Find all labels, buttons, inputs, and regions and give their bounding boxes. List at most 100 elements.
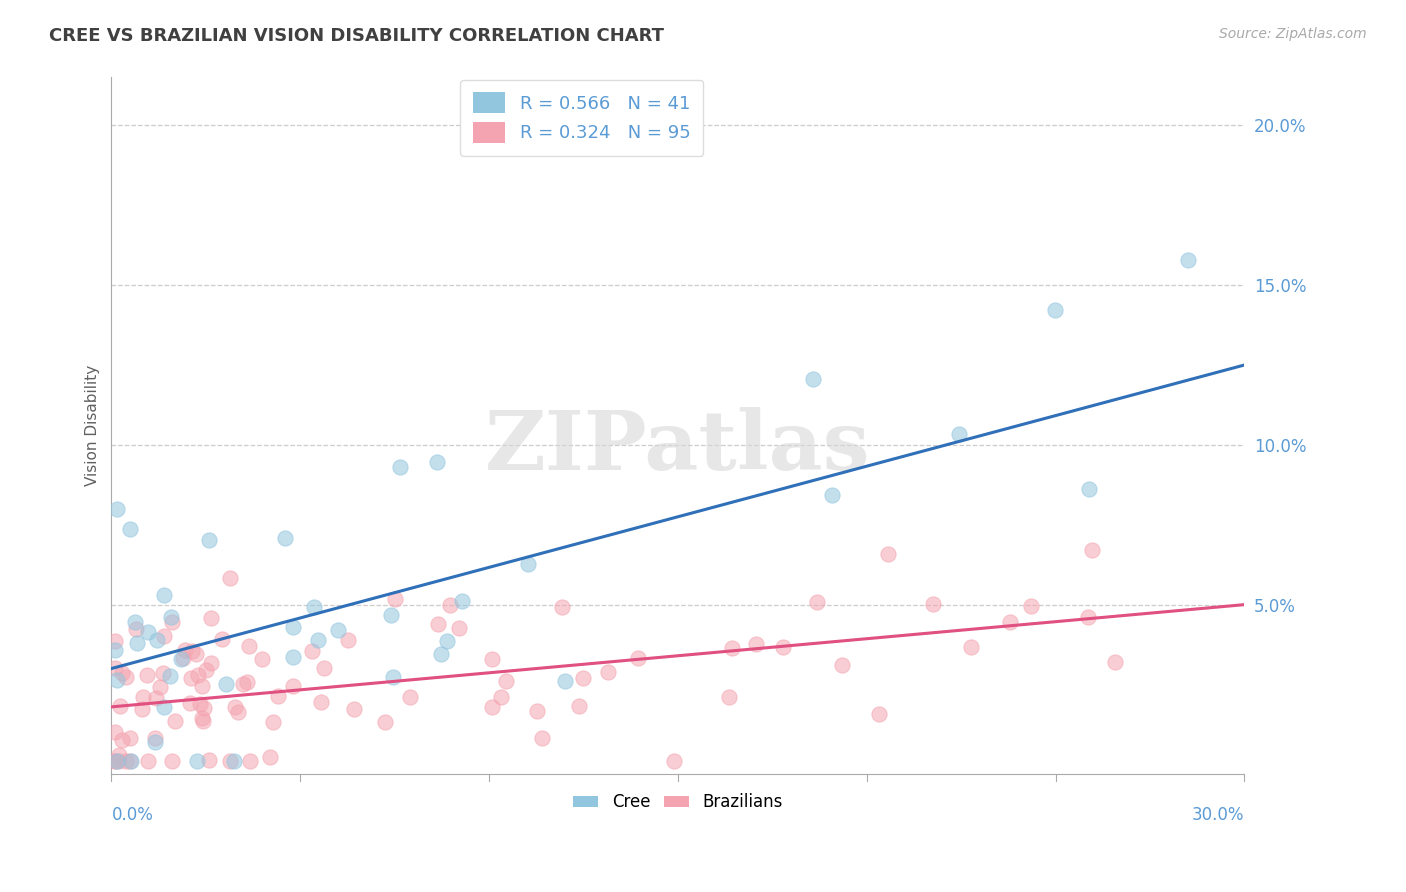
Point xyxy=(384,592,406,607)
Point xyxy=(114,754,136,768)
Point xyxy=(104,661,127,675)
Point xyxy=(267,689,290,703)
Point xyxy=(481,652,503,666)
Point xyxy=(281,649,304,664)
Point xyxy=(180,672,202,686)
Point xyxy=(451,593,474,607)
Point xyxy=(104,754,127,768)
Point xyxy=(107,754,129,768)
Point xyxy=(187,668,209,682)
Point xyxy=(218,754,240,768)
Point xyxy=(152,665,174,680)
Point xyxy=(721,641,744,656)
Point xyxy=(118,522,141,536)
Point xyxy=(195,663,218,677)
Point xyxy=(136,754,159,768)
Point xyxy=(427,616,450,631)
Point xyxy=(281,620,304,634)
Point xyxy=(489,690,512,704)
Text: 0.0%: 0.0% xyxy=(111,806,153,824)
Point xyxy=(115,670,138,684)
Text: 30.0%: 30.0% xyxy=(1192,806,1244,824)
Point xyxy=(153,629,176,643)
Point xyxy=(1019,599,1042,613)
Point xyxy=(108,747,131,762)
Point xyxy=(131,702,153,716)
Point xyxy=(343,702,366,716)
Point xyxy=(554,674,576,689)
Point xyxy=(664,754,686,768)
Point xyxy=(262,715,284,730)
Point xyxy=(143,734,166,748)
Point xyxy=(312,661,335,675)
Point xyxy=(145,690,167,705)
Point xyxy=(745,637,768,651)
Point xyxy=(165,714,187,729)
Point xyxy=(191,714,214,728)
Point xyxy=(143,731,166,745)
Point xyxy=(307,633,329,648)
Point xyxy=(149,680,172,694)
Point xyxy=(806,595,828,609)
Point xyxy=(120,754,142,768)
Point xyxy=(198,753,221,767)
Point xyxy=(1104,655,1126,669)
Point xyxy=(301,644,323,658)
Point xyxy=(481,699,503,714)
Point xyxy=(439,599,461,613)
Point xyxy=(922,597,945,611)
Point xyxy=(193,700,215,714)
Point xyxy=(526,704,548,718)
Point xyxy=(118,731,141,745)
Point xyxy=(135,668,157,682)
Text: CREE VS BRAZILIAN VISION DISABILITY CORRELATION CHART: CREE VS BRAZILIAN VISION DISABILITY CORR… xyxy=(49,27,664,45)
Point xyxy=(1078,483,1101,497)
Point xyxy=(232,676,254,690)
Point xyxy=(551,600,574,615)
Point xyxy=(772,640,794,654)
Point xyxy=(190,711,212,725)
Legend: Cree, Brazilians: Cree, Brazilians xyxy=(567,787,789,818)
Point xyxy=(1177,252,1199,267)
Point xyxy=(219,571,242,585)
Point xyxy=(337,633,360,648)
Point xyxy=(572,671,595,685)
Point xyxy=(1081,543,1104,558)
Point xyxy=(136,624,159,639)
Point xyxy=(717,690,740,705)
Point xyxy=(626,651,648,665)
Point xyxy=(495,673,517,688)
Text: ZIPatlas: ZIPatlas xyxy=(485,407,870,487)
Point xyxy=(238,639,260,653)
Point xyxy=(125,636,148,650)
Point xyxy=(172,651,194,665)
Point xyxy=(105,673,128,687)
Point xyxy=(110,698,132,713)
Point xyxy=(236,675,259,690)
Point xyxy=(226,705,249,719)
Point xyxy=(184,647,207,661)
Point xyxy=(447,621,470,635)
Point xyxy=(430,647,453,661)
Point xyxy=(215,677,238,691)
Point xyxy=(197,533,219,547)
Point xyxy=(239,754,262,768)
Point xyxy=(162,754,184,768)
Point xyxy=(259,750,281,764)
Point xyxy=(224,754,246,768)
Point xyxy=(960,640,983,655)
Point xyxy=(998,615,1021,629)
Point xyxy=(146,632,169,647)
Point xyxy=(382,670,405,684)
Point xyxy=(436,634,458,648)
Point xyxy=(309,695,332,709)
Point xyxy=(125,623,148,637)
Point xyxy=(831,657,853,672)
Point xyxy=(211,632,233,646)
Point xyxy=(250,652,273,666)
Y-axis label: Vision Disability: Vision Disability xyxy=(86,365,100,486)
Point xyxy=(153,588,176,602)
Point xyxy=(104,724,127,739)
Point xyxy=(1077,610,1099,624)
Point xyxy=(179,696,201,710)
